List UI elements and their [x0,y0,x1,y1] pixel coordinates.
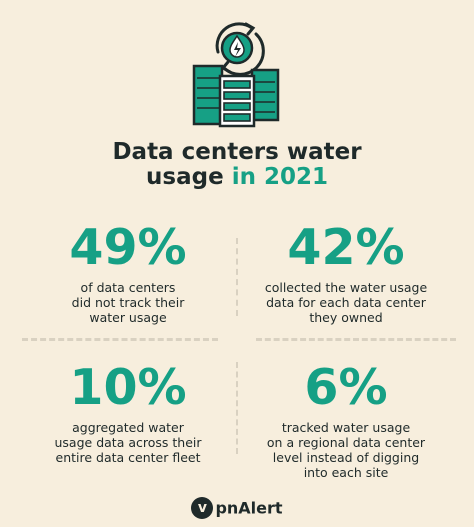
stat-line: water usage [89,310,167,325]
stat-value: 6% [304,359,388,416]
data-center-illustration [192,22,280,128]
stat-line: into each site [303,465,389,480]
brand-logo: v pnAlert [0,497,474,519]
page-subtitle: usage in 2021 [0,163,474,191]
title-main-text: usage [146,164,224,190]
stat-description: aggregated water usage data across their… [28,420,228,465]
server-rack-icon [192,64,280,128]
stat-card-42: 42% collected the water usage data for e… [246,219,446,326]
stat-value: 42% [287,219,405,276]
title-year-accent: in 2021 [231,164,328,190]
stat-line: on a regional data center [266,435,426,450]
stat-description: of data centers did not track their wate… [28,280,228,325]
stat-value: 49% [69,219,187,276]
stat-line: usage data across their [54,435,202,450]
brand-name: pnAlert [215,498,283,518]
stat-line: aggregated water [72,420,184,435]
stat-description: collected the water usage data for each … [246,280,446,325]
stat-line: entire data center fleet [55,450,201,465]
stat-line: data for each data center [266,295,426,310]
stat-card-49: 49% of data centers did not track their … [28,219,228,326]
stat-line: they owned [309,310,383,325]
stat-card-10: 10% aggregated water usage data across t… [28,359,228,466]
stat-card-6: 6% tracked water usage on a regional dat… [246,359,446,481]
stat-value: 10% [69,359,187,416]
stat-line: level instead of digging [272,450,420,465]
stat-description: tracked water usage on a regional data c… [246,420,446,480]
vertical-divider-bottom [236,362,238,454]
water-drop-bolt-icon [220,31,254,65]
recycle-arrows-icon [215,22,265,76]
vertical-divider-top [236,238,238,316]
stat-line: collected the water usage [264,280,428,295]
horizontal-divider-left [22,338,218,341]
stat-line: did not track their [71,295,185,310]
stat-line: tracked water usage [281,420,411,435]
stat-line: of data centers [80,280,176,295]
brand-mark: v [191,497,214,519]
horizontal-divider-right [256,338,456,341]
page-title: Data centers water [112,139,362,165]
